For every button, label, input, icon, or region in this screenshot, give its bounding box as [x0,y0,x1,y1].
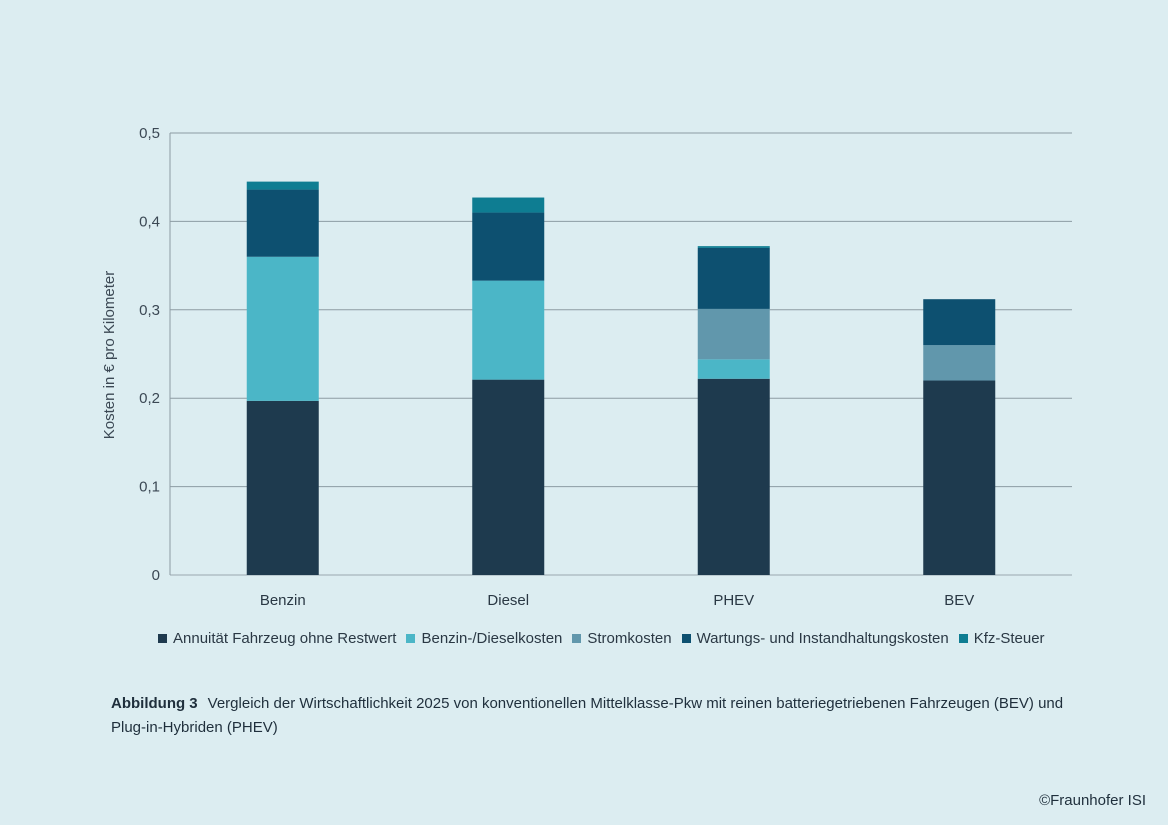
legend-swatch [958,634,968,643]
bar-segment [472,212,545,281]
legend-swatch [406,634,416,643]
x-category-label: Benzin [260,592,306,609]
legend-swatch [158,634,167,643]
y-tick-labels: 0 0,1 0,2 0,3 0,4 0,5 [139,125,160,584]
legend-item: Stromkosten [572,630,672,647]
y-tick-label: 0,2 [139,390,160,407]
legend-label: Benzin-/Dieselkosten [421,630,563,647]
legend-label: Kfz-Steuer [973,630,1045,647]
bar-segment [697,246,770,248]
legend-swatch [681,634,691,643]
bar-segment [472,280,545,380]
caption-label: Abbildung 3 [111,695,198,712]
bar-segment [697,308,770,360]
bar-segment [923,345,996,381]
legend-label: Stromkosten [587,630,672,647]
legend-label: Annuität Fahrzeug ohne Restwert [173,630,397,647]
x-category-label: PHEV [713,592,754,609]
bar-segment [472,379,545,575]
bar-segment [697,359,770,379]
y-tick-label: 0,5 [139,125,160,142]
x-category-labels: Benzin Diesel PHEV BEV [260,592,974,609]
y-axis-label: Kosten in € pro Kilometer [101,271,118,439]
bar-segment [472,197,545,213]
bars [246,181,996,575]
y-tick-label: 0 [152,567,160,584]
y-tick-label: 0,4 [139,213,160,230]
legend-label: Wartungs- und Instandhaltungskosten [696,630,949,647]
legend-item: Kfz-Steuer [958,630,1045,647]
credit: ©Fraunhofer ISI [1039,792,1146,809]
legend-item: Annuität Fahrzeug ohne Restwert [158,630,396,647]
bar-segment [697,378,770,575]
legend-item: Benzin-/Dieselkosten [406,630,562,647]
x-category-label: BEV [944,592,974,609]
bar-segment [697,247,770,309]
bar-segment [246,256,319,401]
bar-segment [923,299,996,346]
x-category-label: Diesel [487,592,529,609]
bar-segment [923,380,996,575]
bar-segment [246,400,319,575]
stacked-bar-chart: 0 0,1 0,2 0,3 0,4 0,5 Benzin Diesel PHEV BEV Kos… [101,125,1072,609]
y-tick-label: 0,3 [139,302,160,319]
legend-item: Wartungs- und Instandhaltungskosten [681,630,949,647]
legend: Annuität Fahrzeug ohne Restwert Benzin-/D… [158,630,1045,647]
y-tick-label: 0,1 [139,479,160,496]
legend-swatch [572,634,582,643]
figure-caption: Abbildung 3 Vergleich der Wirtschaftlichk… [111,692,1071,740]
gridlines [169,132,1072,576]
bar-segment [246,189,319,257]
caption-text: Vergleich der Wirtschaftlichkeit 2025 vo… [111,695,1064,736]
bar-segment [246,181,319,190]
